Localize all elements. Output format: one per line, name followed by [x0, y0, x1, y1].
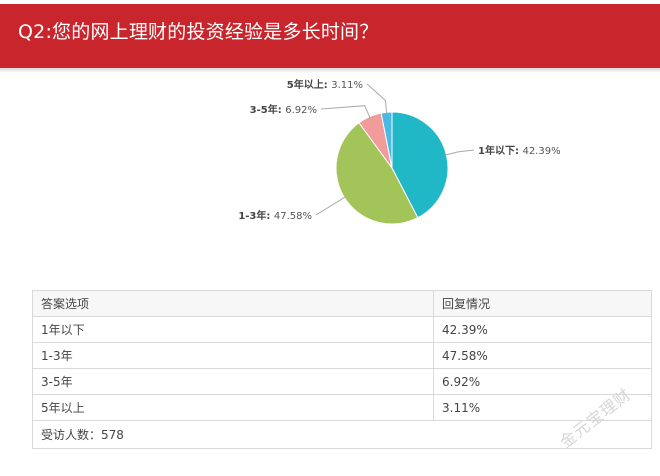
option-cell: 5年以上 — [32, 394, 434, 421]
option-cell: 1-3年 — [32, 342, 434, 369]
slice-category: 3-5年: — [250, 103, 286, 116]
leader-line — [366, 83, 388, 115]
table-row: 5年以上 3.11% — [32, 394, 652, 421]
respondent-count: 受访人数：578 — [32, 420, 652, 449]
slice-category: 1-3年: — [238, 209, 274, 222]
table-row: 1年以下 42.39% — [32, 316, 652, 343]
slice-percent: 3.11% — [331, 80, 363, 91]
header-response: 回复情况 — [433, 290, 652, 317]
results-table: 答案选项 回复情况 1年以下 42.39% 1-3年 47.58% 3-5年 6… — [32, 290, 652, 449]
slice-category: 5年以上: — [287, 78, 331, 91]
question-title: Q2:您的网上理财的投资经验是多长时间？ — [18, 21, 379, 43]
pie-chart: 1年以下: 42.39% 1-3年: 47.58% 3-5年: 6.92% 5年以上:… — [238, 78, 561, 225]
slice-percent: 6.92% — [285, 105, 317, 116]
leader-line — [315, 195, 347, 216]
respondent-count-row: 受访人数：578 — [32, 420, 652, 449]
percent-cell: 6.92% — [433, 368, 652, 395]
header-option: 答案选项 — [32, 290, 434, 317]
percent-cell: 42.39% — [433, 316, 652, 343]
option-cell: 1年以下 — [32, 316, 434, 343]
question-header: Q2:您的网上理财的投资经验是多长时间？ — [0, 0, 660, 73]
table-header-row: 答案选项 回复情况 — [32, 290, 652, 317]
percent-cell: 47.58% — [433, 342, 652, 369]
leader-line — [444, 149, 475, 156]
slice-label: 1年以下: 42.39% — [478, 144, 561, 157]
slice-percent: 42.39% — [522, 146, 560, 157]
header-shadow — [0, 68, 660, 73]
slice-percent: 47.58% — [274, 211, 312, 222]
leader-line — [320, 105, 371, 119]
slice-label: 3-5年: 6.92% — [250, 103, 317, 116]
percent-cell: 3.11% — [433, 394, 652, 421]
slice-category: 1年以下: — [478, 144, 522, 157]
slice-label: 5年以上: 3.11% — [287, 78, 363, 91]
option-cell: 3-5年 — [32, 368, 434, 395]
slice-label: 1-3年: 47.58% — [238, 209, 312, 222]
table-row: 3-5年 6.92% — [32, 368, 652, 395]
table-row: 1-3年 47.58% — [32, 342, 652, 369]
